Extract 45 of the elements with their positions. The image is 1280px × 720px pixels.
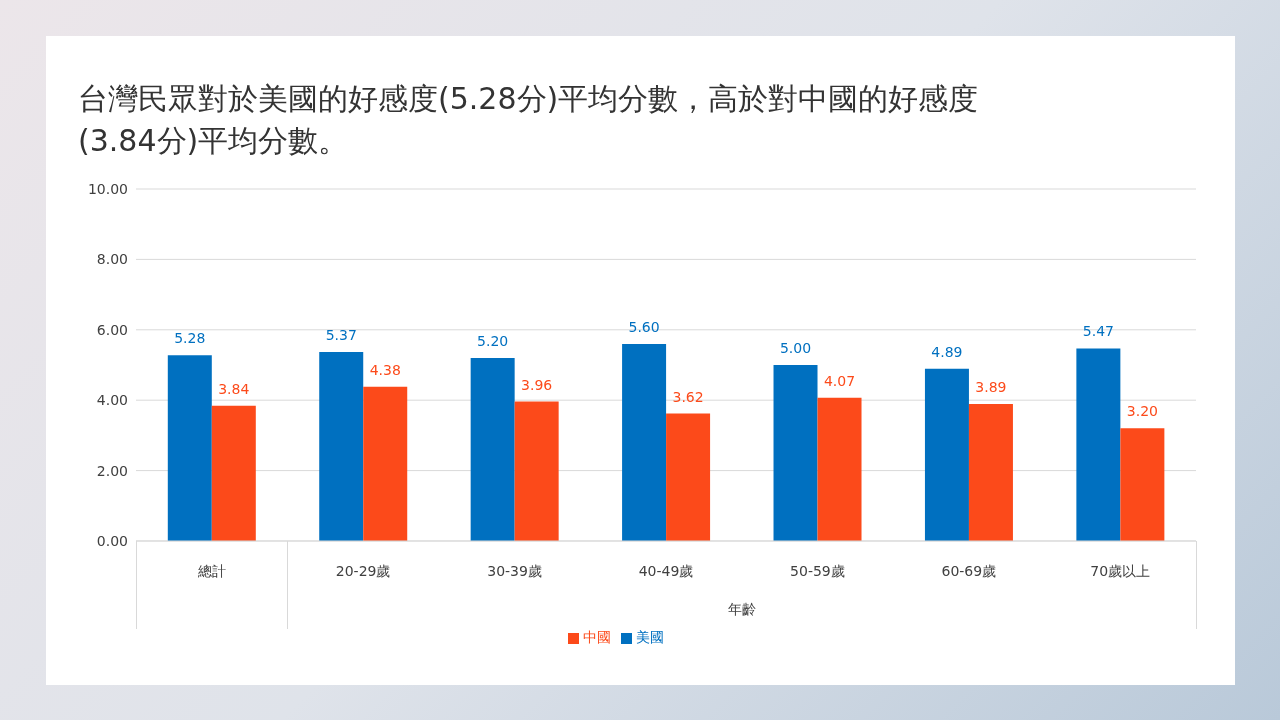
x-tick-label: 40-49歲 — [638, 563, 694, 579]
y-tick-label: 4.00 — [96, 392, 128, 409]
data-label: 3.62 — [672, 388, 704, 405]
bar — [817, 397, 862, 541]
bar — [968, 404, 1013, 541]
data-label: 5.37 — [325, 326, 357, 343]
bar — [622, 343, 667, 541]
data-label: 5.60 — [628, 318, 660, 335]
data-label: 5.00 — [779, 340, 812, 356]
y-tick-label: 10.00 — [87, 180, 128, 197]
bar — [363, 386, 408, 541]
y-tick-label: 0.00 — [96, 532, 128, 549]
bar — [167, 355, 212, 541]
bar — [1120, 428, 1165, 541]
bar — [773, 365, 818, 541]
y-tick-label: 2.00 — [96, 462, 128, 479]
bar — [666, 413, 711, 541]
legend-label: 美國 — [636, 629, 664, 645]
data-label: 4.38 — [369, 361, 401, 378]
data-label: 3.96 — [521, 376, 553, 393]
data-label: 3.89 — [975, 379, 1007, 396]
bar — [470, 357, 515, 541]
data-label: 5.20 — [477, 332, 509, 349]
bar — [1076, 348, 1121, 541]
data-label: 4.07 — [823, 372, 856, 389]
data-label: 3.20 — [1126, 403, 1158, 420]
x-axis-title: 年齡 — [726, 601, 757, 619]
y-tick-label: 6.00 — [96, 321, 128, 338]
chart-title: 台灣民眾對於美國的好感度(5.28分)平均分數，高於對中國的好感度(3.84分)平均分數。 — [78, 80, 980, 160]
x-tick-label: 70歲以上 — [1090, 563, 1151, 579]
bar — [514, 401, 559, 541]
x-tick-label: 50-59歲 — [790, 563, 845, 579]
legend-label: 中國 — [583, 629, 611, 645]
y-tick-label: 8.00 — [96, 251, 128, 268]
x-tick-label: 總計 — [196, 563, 226, 579]
x-tick-label: 60-69歲 — [941, 563, 997, 579]
x-tick-label: 20-29歲 — [335, 563, 391, 579]
x-tick-label: 30-39歲 — [487, 563, 542, 579]
data-label: 5.47 — [1082, 323, 1114, 340]
bar — [319, 351, 364, 541]
data-label: 3.84 — [218, 380, 250, 397]
bar — [924, 368, 969, 541]
data-label: 5.28 — [174, 330, 206, 347]
bar — [211, 405, 256, 541]
data-label: 4.89 — [931, 343, 963, 360]
